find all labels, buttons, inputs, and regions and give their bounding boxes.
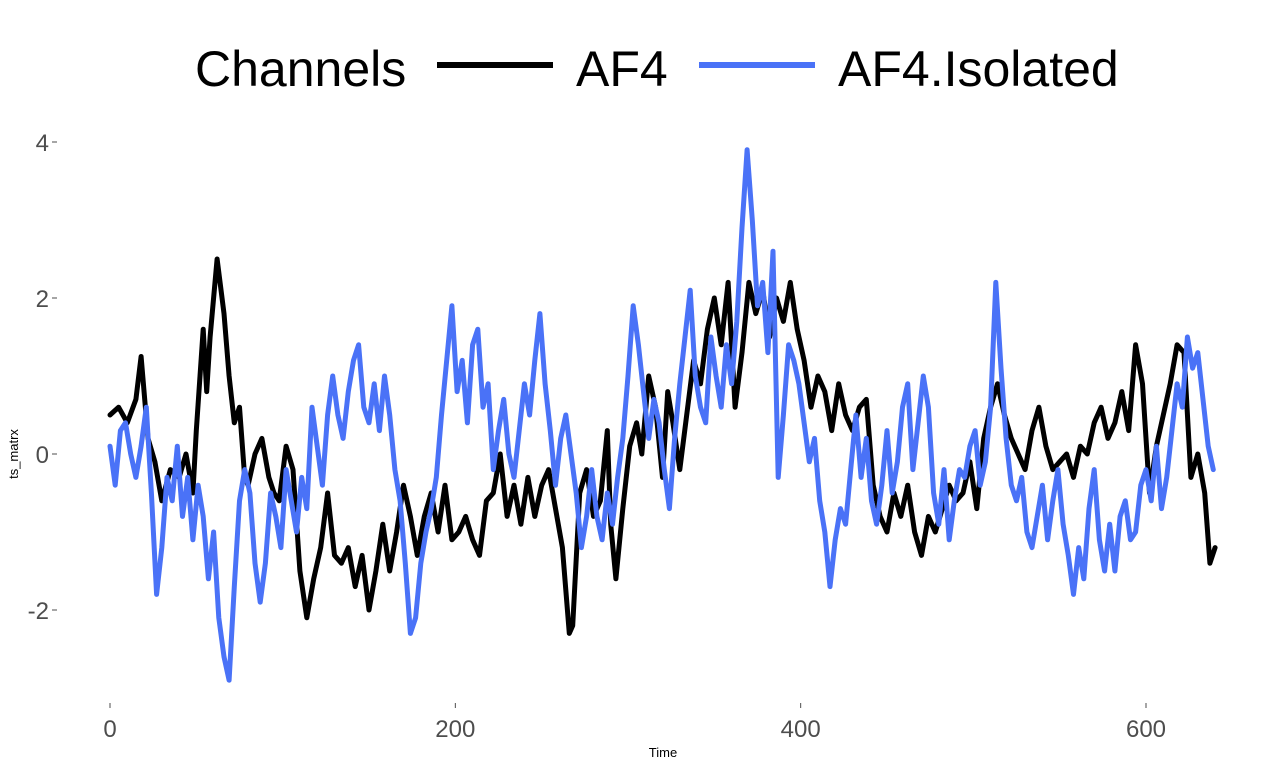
x-axis-title: Time [649, 745, 677, 760]
legend-label-af4-isolated: AF4.Isolated [838, 41, 1119, 97]
y-axis-title: ts_matrx [6, 429, 21, 479]
x-tick-label: 400 [781, 716, 821, 743]
x-tick-label: 600 [1126, 716, 1166, 743]
y-tick-label: -2 [28, 598, 49, 625]
y-tick-label: 2 [36, 286, 49, 313]
y-tick-label: 0 [36, 442, 49, 469]
x-tick-label: 0 [103, 716, 116, 743]
y-tick-label: 4 [36, 130, 49, 157]
legend: Channels AF4 AF4.Isolated [195, 41, 1119, 97]
series-line-af4 [107, 256, 1218, 636]
series-line-af4-isolated [107, 147, 1216, 683]
y-axis: -2 0 2 4 [28, 130, 57, 625]
x-axis: 0 200 400 600 [103, 703, 1166, 743]
legend-title: Channels [195, 41, 406, 97]
series-layer [107, 147, 1218, 683]
legend-label-af4: AF4 [576, 41, 668, 97]
x-tick-label: 200 [435, 716, 475, 743]
